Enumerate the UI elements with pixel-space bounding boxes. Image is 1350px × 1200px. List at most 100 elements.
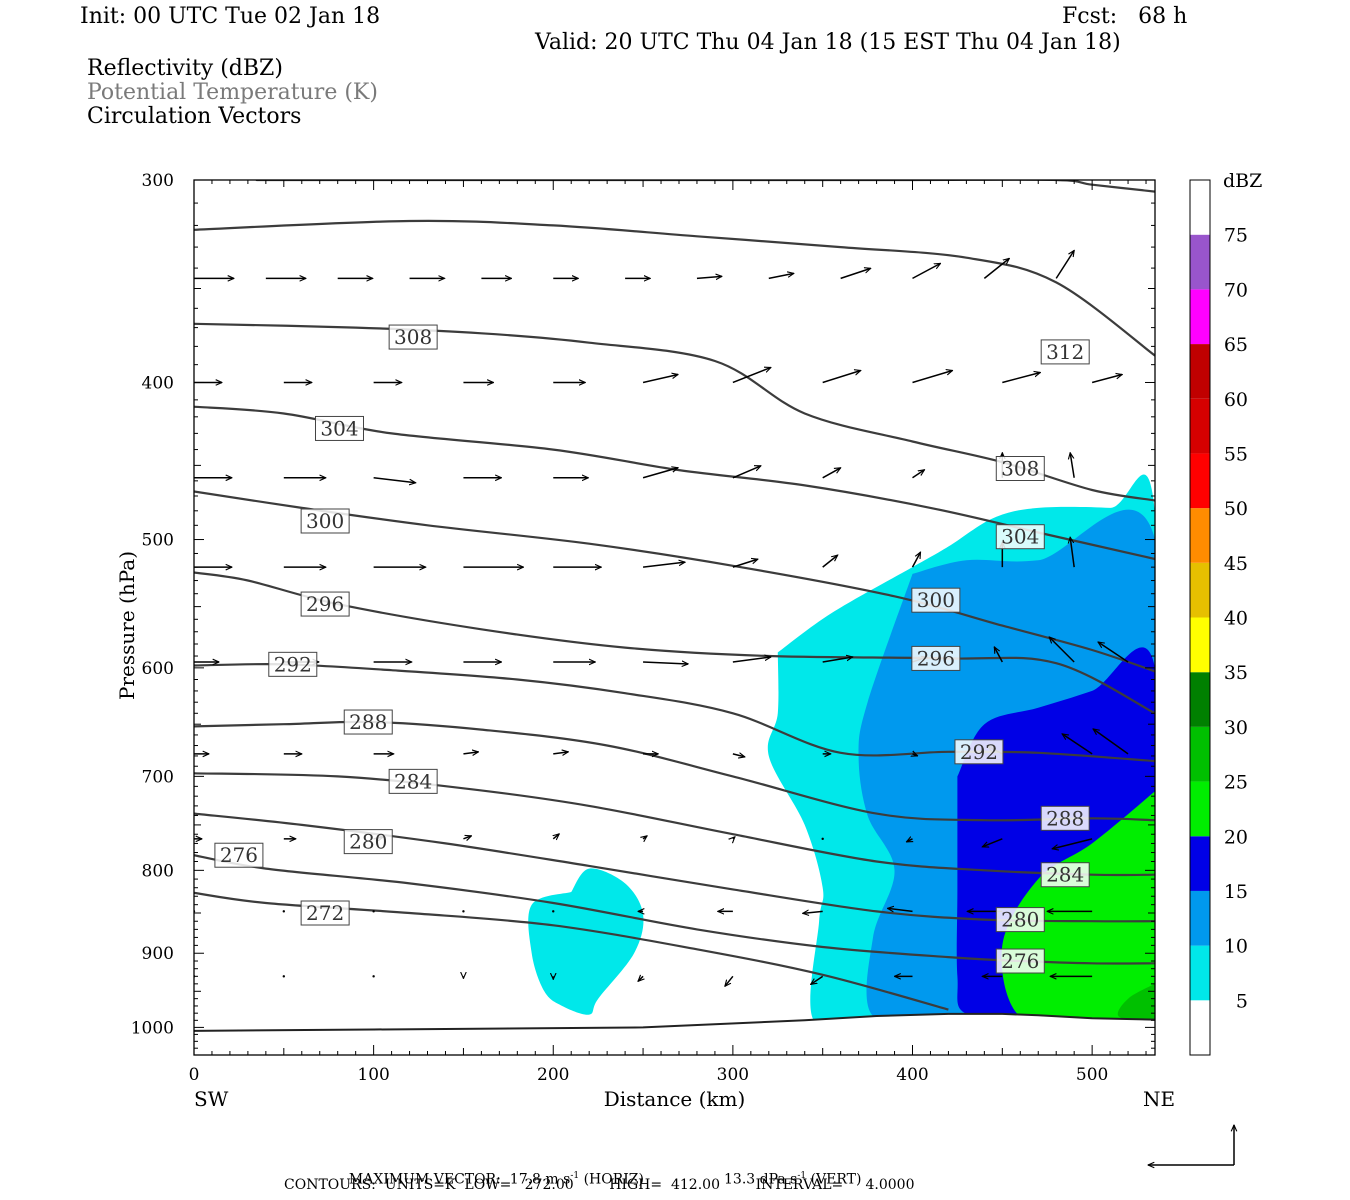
horiz-value: 17.8 m s [509, 1171, 571, 1188]
colorbar-label-15: 15 [1224, 881, 1248, 903]
colorbar-swatch-4 [1190, 781, 1210, 837]
theta-304-label-2-box [995, 524, 1045, 550]
theta-292-label-2-box [954, 739, 1004, 765]
horiz-unit: (HORIZ) [583, 1171, 644, 1188]
x-tick-label-100: 100 [357, 1065, 389, 1085]
vector-3-8 [911, 552, 922, 568]
x-end-label-ne: NE [1143, 1087, 1175, 1111]
vector-0-12 [1055, 250, 1074, 279]
vector-4-11 [1098, 642, 1129, 663]
vector-8-1 [282, 975, 286, 978]
theta-304-label: 304 [320, 416, 358, 440]
dbz-25-region-5 [1117, 983, 1155, 1023]
theta-308-label-box [388, 324, 438, 350]
y-axis-label: Pressure (hPa) [115, 551, 139, 700]
y-tick-label-500: 500 [142, 531, 174, 551]
x-tick-label-400: 400 [896, 1065, 928, 1085]
y-tick-label-700: 700 [142, 767, 174, 787]
theta-296-label: 296 [306, 592, 344, 616]
vector-1-6 [732, 367, 771, 384]
vector-1-9 [1002, 372, 1040, 384]
vector-8-2 [372, 975, 375, 978]
init-time: Init: 00 UTC Tue 02 Jan 18 [80, 4, 381, 29]
colorbar-swatch-15 [1190, 180, 1210, 235]
max-vector-line: MAXIMUM VECTOR: 17.8 m s-1 (HORIZ) 13.3 d… [348, 1171, 862, 1188]
vector-key-icon [1148, 1125, 1234, 1165]
colorbar-swatch-13 [1190, 289, 1210, 345]
vector-2-7 [822, 468, 841, 479]
vector-2-10 [1070, 453, 1075, 478]
theta-300-label-box [300, 508, 350, 534]
colorbar-label-5: 5 [1236, 990, 1248, 1012]
vector-4-9 [993, 647, 1003, 663]
x-tick-label-0: 0 [189, 1065, 200, 1085]
colorbar-swatch-3 [1190, 836, 1210, 891]
vector-2-2 [373, 477, 416, 483]
vector-0-11 [983, 258, 1009, 279]
vector-6-9 [982, 838, 1003, 847]
x-tick-label-200: 200 [537, 1065, 569, 1085]
vector-0-10 [912, 262, 941, 280]
colorbar-label-50: 50 [1224, 498, 1248, 520]
theta-276-label-box [214, 842, 264, 868]
theta-308-label-2: 308 [1001, 457, 1039, 481]
max-vector-label: MAXIMUM VECTOR: [348, 1171, 501, 1188]
theta-272-label: 272 [306, 901, 344, 925]
vector-3-10 [1070, 537, 1075, 568]
vector-1-7 [822, 370, 861, 384]
vector-7-3 [462, 910, 465, 913]
theta-284-line [194, 772, 1155, 877]
axes: 0 100 200 300 400 500 300 400 500 600 700 800 900 100… [115, 171, 1175, 1111]
vector-2-6 [732, 465, 761, 479]
theta-300-label-2: 300 [917, 588, 955, 612]
theta-284-label-2: 284 [1046, 863, 1084, 887]
vector-2-5 [642, 468, 678, 479]
vector-0-9 [840, 268, 871, 280]
theta-296-label-box [300, 591, 350, 617]
vector-6-4 [553, 834, 559, 839]
y-tick-label-300: 300 [142, 171, 174, 191]
theta-276-label-2: 276 [1001, 949, 1039, 973]
theta-288-label-2-box [1040, 805, 1090, 831]
vector-4-5 [643, 662, 688, 664]
colorbar-swatch-11 [1190, 398, 1210, 454]
vector-8-7 [811, 975, 824, 984]
vector-1-5 [642, 374, 678, 384]
vector-1-8 [912, 370, 953, 384]
terrain-mask [194, 1013, 1155, 1055]
theta-272-label-box [300, 900, 350, 926]
vector-5-10 [1062, 734, 1093, 755]
theta-280-label-2-box [995, 907, 1045, 933]
vector-4-6 [732, 657, 771, 663]
x-tick-label-300: 300 [717, 1065, 749, 1085]
field-theta: Potential Temperature (K) [87, 80, 378, 105]
valid-time: Valid: 20 UTC Thu 04 Jan 18 (15 EST Thu … [535, 30, 1121, 55]
theta-292-label-2: 292 [960, 740, 998, 764]
colorbar-label-45: 45 [1224, 553, 1248, 575]
colorbar-label-20: 20 [1224, 826, 1248, 848]
vector-5-6 [732, 754, 745, 757]
colorbar-swatch-2 [1190, 890, 1210, 946]
theta-296-label-2-box [911, 645, 961, 671]
colorbar-label-65: 65 [1224, 334, 1248, 356]
vector-6-10 [1052, 838, 1093, 849]
vector-7-7 [803, 911, 823, 913]
colorbar-swatch-8 [1190, 562, 1210, 618]
vector-0-8 [768, 273, 794, 280]
y-tick-label-900: 900 [142, 944, 174, 964]
colorbar-swatch-10 [1190, 453, 1210, 509]
vector-8-6 [725, 975, 734, 986]
vector-3-5 [642, 562, 685, 568]
colorbar-swatch-5 [1190, 726, 1210, 782]
vector-5-8 [913, 754, 918, 756]
field-reflectivity: Reflectivity (dBZ) [87, 56, 283, 81]
vector-1-10 [1091, 374, 1122, 384]
theta-304-label-2: 304 [1001, 525, 1039, 549]
vector-6-6 [733, 837, 735, 839]
theta-284-label-box [388, 768, 438, 794]
vector-7-4 [552, 910, 555, 913]
theta-288-label: 288 [349, 710, 387, 734]
theta-312-line [194, 219, 1155, 357]
vector-2-8 [912, 470, 925, 479]
